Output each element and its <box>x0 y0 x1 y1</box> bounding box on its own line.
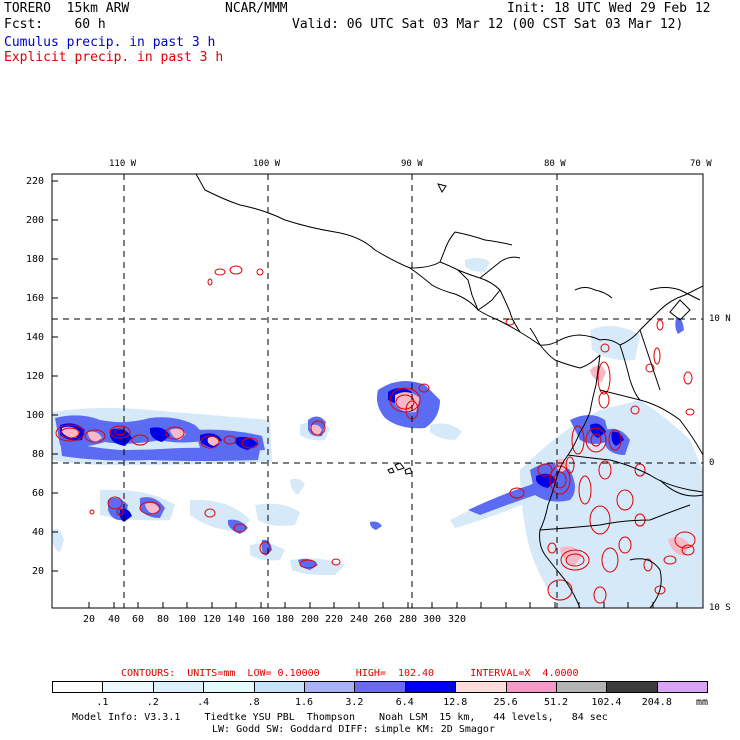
valid-time: Valid: 06 UTC Sat 03 Mar 12 (00 CST Sat … <box>292 17 684 32</box>
y-tick: 180 <box>26 254 45 265</box>
lat-label-0: 0 <box>709 458 715 468</box>
colorbar-level-label: 6.4 <box>395 697 414 708</box>
colorbar-swatch <box>455 681 507 693</box>
x-tick: 60 <box>132 614 145 625</box>
y-tick: 120 <box>26 371 45 382</box>
lat-label-10s: 10 S <box>709 603 731 613</box>
x-tick: 280 <box>399 614 418 625</box>
colorbar-swatch <box>606 681 658 693</box>
x-tick: 160 <box>252 614 271 625</box>
lon-label-90w: 90 W <box>401 159 423 169</box>
colorbar-swatch <box>354 681 406 693</box>
colorbar-level-label: 51.2 <box>543 697 569 708</box>
x-tick: 260 <box>374 614 393 625</box>
lon-label-80w: 80 W <box>544 159 566 169</box>
contour-info: CONTOURS: UNITS=mm LOW= 0.10000 HIGH= 10… <box>121 668 579 679</box>
x-tick: 240 <box>350 614 369 625</box>
colorbar-swatch <box>152 681 205 693</box>
colorbar-swatch <box>505 681 557 693</box>
colorbar-swatch <box>404 681 457 693</box>
x-tick: 120 <box>203 614 222 625</box>
org-label: NCAR/MMM <box>225 1 288 16</box>
x-tick: 320 <box>448 614 467 625</box>
x-tick: 80 <box>157 614 170 625</box>
colorbar-swatch <box>656 681 709 693</box>
colorbar-level-label: 12.8 <box>443 697 468 708</box>
colorbar-swatch <box>253 681 305 693</box>
lon-label-100w: 100 W <box>253 159 281 169</box>
y-tick: 200 <box>26 215 45 226</box>
colorbar-unit: mm <box>696 697 709 708</box>
y-tick: 100 <box>26 410 45 421</box>
colorbar-swatch <box>304 681 356 693</box>
x-tick: 200 <box>301 614 320 625</box>
colorbar-swatch <box>102 681 154 693</box>
lon-label-70w: 70 W <box>690 159 712 169</box>
model-title: TORERO 15km ARW <box>4 1 130 16</box>
colorbar-level-label: 102.4 <box>591 697 622 708</box>
colorbar-level-label: 204.8 <box>641 697 672 708</box>
lon-label-110w: 110 W <box>109 159 137 169</box>
coastlines <box>195 174 703 608</box>
colorbar-swatch <box>203 681 255 693</box>
x-tick: 100 <box>178 614 197 625</box>
explicit-precip-contours <box>55 265 696 604</box>
y-tick: 80 <box>32 449 45 460</box>
colorbar-swatch <box>52 681 104 693</box>
colorbar-level-label: .4 <box>197 697 210 708</box>
colorbar-level-label: 1.6 <box>294 697 314 708</box>
x-tick: 220 <box>325 614 344 625</box>
x-tick: 180 <box>276 614 295 625</box>
lat-label-10n: 10 N <box>709 314 731 324</box>
colorbar-swatch <box>556 681 608 693</box>
colorbar-level-label: .8 <box>247 697 260 708</box>
y-tick: 160 <box>26 293 45 304</box>
x-tick: 40 <box>108 614 121 625</box>
init-time: Init: 18 UTC Wed 29 Feb 12 <box>507 1 711 16</box>
axis-ticks <box>52 180 678 608</box>
y-tick: 220 <box>26 176 45 187</box>
model-info: Model Info: V3.3.1 Tiedtke YSU PBL Thomp… <box>72 712 608 723</box>
y-tick: 20 <box>32 566 45 577</box>
map-frame <box>51 173 704 609</box>
colorbar-level-label: .2 <box>146 697 159 708</box>
y-tick: 40 <box>32 527 45 538</box>
y-tick: 60 <box>32 488 45 499</box>
x-tick: 300 <box>423 614 442 625</box>
lat-lon-grid <box>52 174 703 608</box>
forecast-hour: Fcst: 60 h <box>4 17 106 32</box>
y-tick: 140 <box>26 332 45 343</box>
model-physics: LW: Godd SW: Goddard DIFF: simple KM: 2D… <box>212 724 495 735</box>
colorbar-level-label: 25.6 <box>493 697 518 708</box>
field-cumulus-label: Cumulus precip. in past 3 h <box>4 35 216 50</box>
x-tick: 20 <box>83 614 96 625</box>
field-explicit-label: Explicit precip. in past 3 h <box>4 50 224 65</box>
colorbar-level-label: .1 <box>96 697 109 708</box>
x-tick: 140 <box>227 614 246 625</box>
colorbar-level-label: 3.2 <box>345 697 364 708</box>
